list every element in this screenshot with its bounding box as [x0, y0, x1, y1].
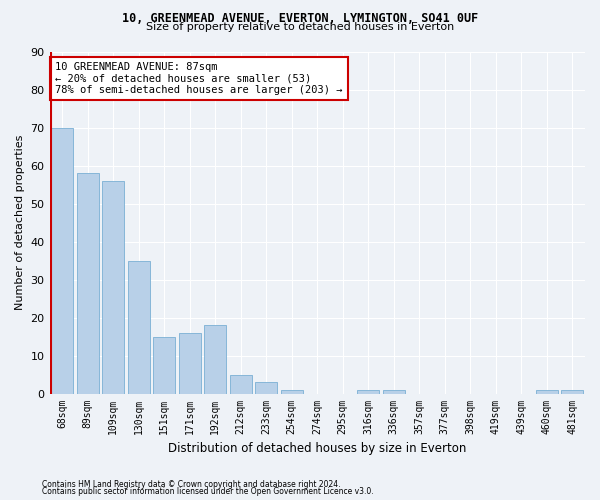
Bar	[358, 390, 379, 394]
Bar	[128, 260, 149, 394]
Text: Contains public sector information licensed under the Open Government Licence v3: Contains public sector information licen…	[42, 487, 374, 496]
Bar	[52, 128, 73, 394]
Bar	[179, 332, 200, 394]
Bar	[230, 374, 251, 394]
Text: Contains HM Land Registry data © Crown copyright and database right 2024.: Contains HM Land Registry data © Crown c…	[42, 480, 341, 489]
Bar	[256, 382, 277, 394]
Bar	[562, 390, 583, 394]
Bar	[154, 336, 175, 394]
Text: Size of property relative to detached houses in Everton: Size of property relative to detached ho…	[146, 22, 454, 32]
Bar	[77, 173, 98, 394]
Bar	[536, 390, 557, 394]
Bar	[383, 390, 404, 394]
Bar	[205, 325, 226, 394]
Text: 10, GREENMEAD AVENUE, EVERTON, LYMINGTON, SO41 0UF: 10, GREENMEAD AVENUE, EVERTON, LYMINGTON…	[122, 12, 478, 26]
Bar	[103, 180, 124, 394]
Y-axis label: Number of detached properties: Number of detached properties	[15, 135, 25, 310]
Bar	[281, 390, 302, 394]
X-axis label: Distribution of detached houses by size in Everton: Distribution of detached houses by size …	[168, 442, 466, 455]
Text: 10 GREENMEAD AVENUE: 87sqm
← 20% of detached houses are smaller (53)
78% of semi: 10 GREENMEAD AVENUE: 87sqm ← 20% of deta…	[55, 62, 343, 95]
